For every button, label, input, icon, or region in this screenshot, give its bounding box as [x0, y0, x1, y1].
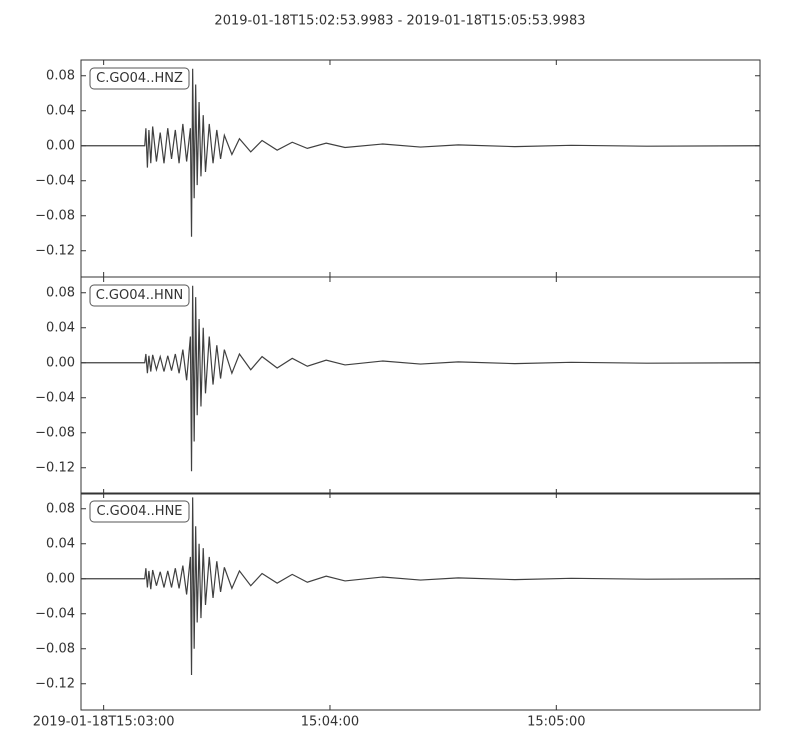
y-tick-label: −0.04	[35, 390, 75, 405]
y-tick-label: −0.12	[35, 243, 75, 258]
trace-label: C.GO04..HNN	[96, 288, 184, 303]
waveform	[81, 497, 761, 676]
x-tick-label: 2019-01-18T15:03:00	[33, 715, 175, 730]
y-tick-label: 0.08	[46, 285, 75, 300]
x-tick-label: 15:04:00	[301, 715, 359, 730]
x-tick-label: 15:05:00	[527, 715, 585, 730]
trace-label: C.GO04..HNE	[96, 504, 182, 519]
y-tick-label: 0.00	[46, 138, 75, 153]
y-tick-label: 0.04	[46, 320, 75, 335]
trace-label-box	[89, 500, 190, 523]
plot-frame	[80, 59, 761, 278]
y-tick-label: −0.08	[35, 425, 75, 440]
waveform	[81, 285, 761, 472]
y-tick-label: −0.08	[35, 208, 75, 223]
y-tick-label: −0.04	[35, 173, 75, 188]
y-tick-label: 0.04	[46, 103, 75, 118]
y-tick-label: 0.04	[46, 536, 75, 551]
trace-label: C.GO04..HNZ	[96, 71, 183, 86]
y-tick-label: 0.08	[46, 68, 75, 83]
y-tick-label: 0.00	[46, 355, 75, 370]
trace-label-box	[89, 67, 190, 90]
trace-label-box	[89, 284, 190, 307]
y-tick-label: −0.04	[35, 606, 75, 621]
y-tick-label: −0.12	[35, 676, 75, 691]
chart-title: 2019-01-18T15:02:53.9983 - 2019-01-18T15…	[214, 14, 585, 29]
waveform	[81, 68, 761, 237]
y-tick-label: 0.08	[46, 501, 75, 516]
y-tick-label: −0.12	[35, 460, 75, 475]
y-tick-label: 0.00	[46, 571, 75, 586]
y-tick-label: −0.08	[35, 641, 75, 656]
plot-frame	[80, 276, 761, 495]
plot-frame	[80, 492, 761, 711]
